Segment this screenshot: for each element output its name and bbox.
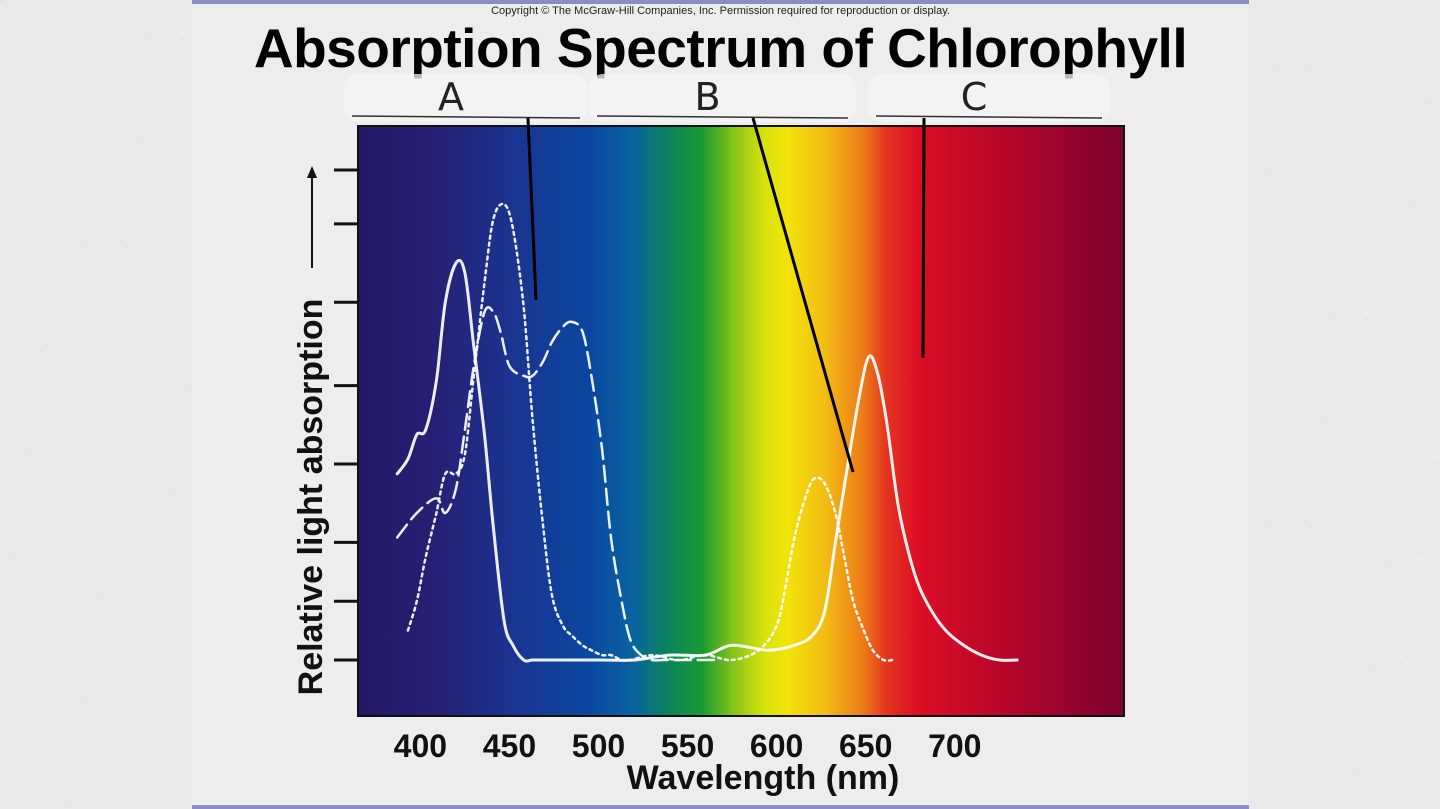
handwritten-label-a: A [438, 75, 464, 119]
x-tick-label: 550 [661, 728, 714, 764]
y-axis-ticks [334, 168, 358, 662]
annotation-pointer-b [751, 117, 855, 473]
y-axis-arrow [307, 166, 317, 268]
annotation-highlight [344, 74, 588, 122]
series-line-dotted [406, 202, 894, 662]
annotation-underline [596, 115, 849, 119]
x-tick-label: 400 [394, 728, 447, 764]
handwritten-label-c: C [961, 75, 988, 119]
handwritten-annotations: A B C [344, 74, 1110, 473]
x-tick-label: 600 [750, 728, 803, 764]
handwritten-label-b: B [694, 75, 720, 119]
x-tick-label: 700 [928, 728, 981, 764]
x-axis-tick-labels: 400 450 500 550 600 650 700 [394, 728, 982, 764]
y-axis-label: Relative light absorption [292, 299, 330, 696]
x-tick-label: 450 [483, 728, 536, 764]
annotation-highlight [589, 74, 856, 122]
series-group [395, 202, 1019, 663]
annotation-underline [351, 115, 581, 119]
spectrum-plot-area [357, 125, 1125, 717]
x-axis-label: Wavelength (nm) [627, 759, 900, 797]
chart-title: Absorption Spectrum of Chlorophyll [253, 17, 1188, 79]
x-tick-label: 500 [572, 728, 625, 764]
copyright-notice: Copyright © The McGraw-Hill Companies, I… [491, 5, 950, 17]
annotation-underline [875, 115, 1103, 119]
annotation-highlight [868, 74, 1110, 122]
annotation-pointer-a [526, 117, 538, 301]
annotation-pointer-c [921, 117, 926, 359]
x-tick-label: 650 [839, 728, 892, 764]
